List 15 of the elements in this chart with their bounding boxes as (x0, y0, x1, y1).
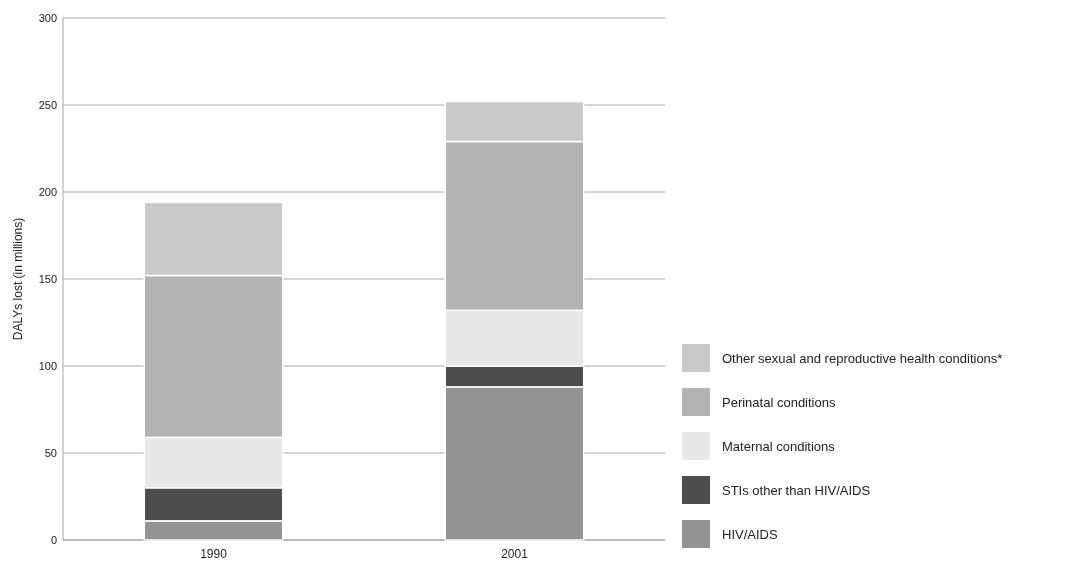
y-tick-label: 100 (38, 359, 57, 372)
legend-label: Perinatal conditions (722, 394, 836, 410)
legend-label: Maternal conditions (722, 438, 836, 454)
x-tick-label: 1990 (200, 547, 228, 561)
y-tick-label: 0 (50, 533, 57, 546)
y-tick-label: 150 (38, 272, 57, 285)
y-tick-label: 50 (44, 446, 57, 459)
legend-label: STIs other than HIV/AIDS (722, 482, 871, 498)
legend-label: HIV/AIDS (722, 526, 778, 542)
y-axis-title: DALYs lost (in millions) (11, 217, 25, 341)
y-tick-label: 300 (38, 11, 57, 24)
legend-label: Other sexual and reproductive health conditions* (722, 350, 1003, 366)
y-tick-label: 200 (38, 185, 57, 198)
x-tick-label: 2001 (501, 547, 529, 561)
y-tick-label: 250 (38, 98, 57, 111)
